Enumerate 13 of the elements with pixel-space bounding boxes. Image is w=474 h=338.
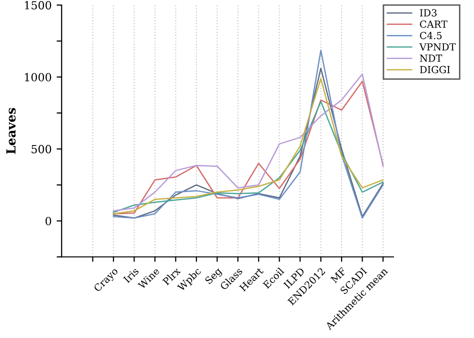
x-tick-label: Iris: [123, 267, 140, 284]
line-series: [112, 100, 384, 213]
y-tick-label: 500: [32, 144, 52, 154]
y-tick-label: 1000: [24, 72, 52, 82]
y-tick-label: 1500: [24, 1, 52, 10]
y-tick-label: 0: [46, 216, 52, 226]
legend-label: ID3: [420, 9, 437, 16]
legend-label: C4.5: [420, 32, 442, 40]
legend-label: VPNDT: [419, 43, 456, 51]
legend-label: NDT: [420, 54, 442, 62]
legend-label: DIGGI: [420, 66, 450, 74]
legend-label: CART: [420, 20, 448, 28]
y-axis-title: Leaves: [6, 108, 16, 154]
